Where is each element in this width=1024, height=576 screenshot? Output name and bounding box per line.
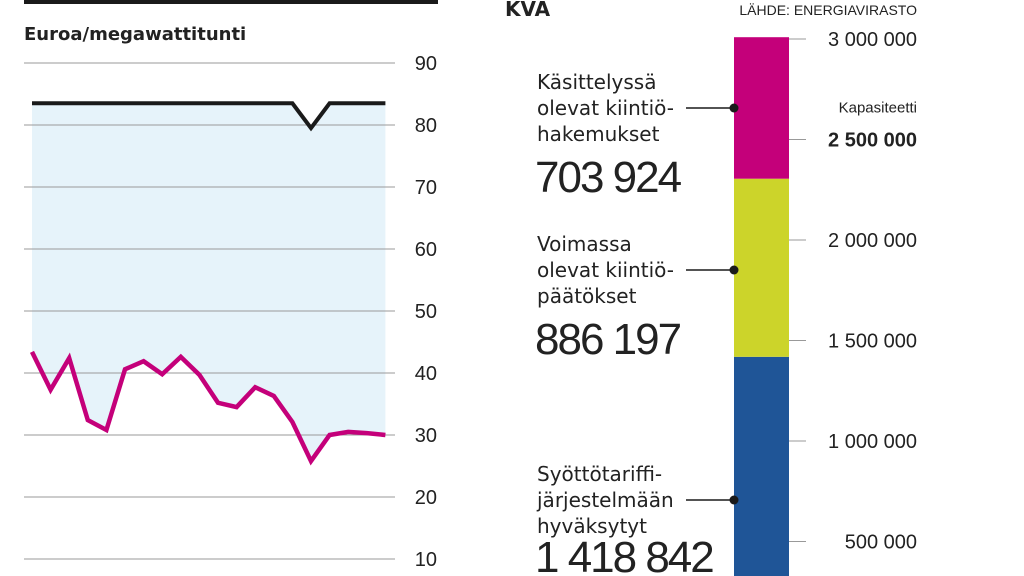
y-tick-label: 10: [415, 549, 437, 571]
y-tick-label: 80: [415, 115, 437, 137]
bar-segment: [734, 178, 789, 357]
segment-label: olevat kiintiö-: [537, 96, 674, 120]
segment-label: olevat kiintiö-: [537, 258, 674, 282]
y-tick-label: 30: [415, 425, 437, 447]
segment-label: päätökset: [537, 284, 637, 308]
y-tick-label: 60: [415, 239, 437, 261]
source-label: LÄHDE: ENERGIAVIRASTO: [739, 2, 917, 18]
y-tick-label: 90: [415, 53, 437, 75]
y-tick-label: 2 500 000: [828, 130, 917, 152]
leader-dot: [729, 103, 739, 113]
target-price-line: [32, 101, 386, 132]
leader-dot: [729, 265, 739, 275]
segment-label: hakemukset: [537, 122, 660, 146]
y-axis-label: Euroa/megawattitunti: [24, 24, 246, 45]
segment-label: Käsittelyssä: [537, 70, 656, 94]
unit-label: KVA: [505, 0, 551, 21]
segment-value: 703 924: [535, 153, 682, 202]
bar-segment: [734, 356, 789, 576]
bar-segment: [734, 37, 789, 179]
y-tick-label: 2 000 000: [828, 230, 917, 252]
y-tick-label: 20: [415, 487, 437, 509]
y-tick-label: 1 000 000: [828, 431, 917, 453]
y-tick-label: 40: [415, 363, 437, 385]
segment-label: hyväksytyt: [537, 514, 647, 538]
y-tick-label: 70: [415, 177, 437, 199]
segment-label: Voimassa: [537, 232, 632, 256]
segment-label: Syöttötariffi-: [537, 462, 662, 486]
leader-dot: [729, 495, 739, 505]
y-tick-label: 50: [415, 301, 437, 323]
feed-in-tariff-area: [32, 103, 386, 462]
y-tick-label: 500 000: [845, 532, 917, 554]
y-tick-label: 3 000 000: [828, 29, 917, 51]
segment-value: 1 418 842: [535, 533, 713, 576]
top-rule: [24, 0, 438, 4]
segment-value: 886 197: [535, 315, 681, 364]
capacity-label: Kapasiteetti: [839, 100, 917, 117]
segment-label: järjestelmään: [536, 488, 674, 512]
y-tick-label: 1 500 000: [828, 331, 917, 353]
market-price-line: [29, 350, 386, 466]
line-chart: 90 80 70 60 50 40 30 20 10: [24, 53, 437, 571]
